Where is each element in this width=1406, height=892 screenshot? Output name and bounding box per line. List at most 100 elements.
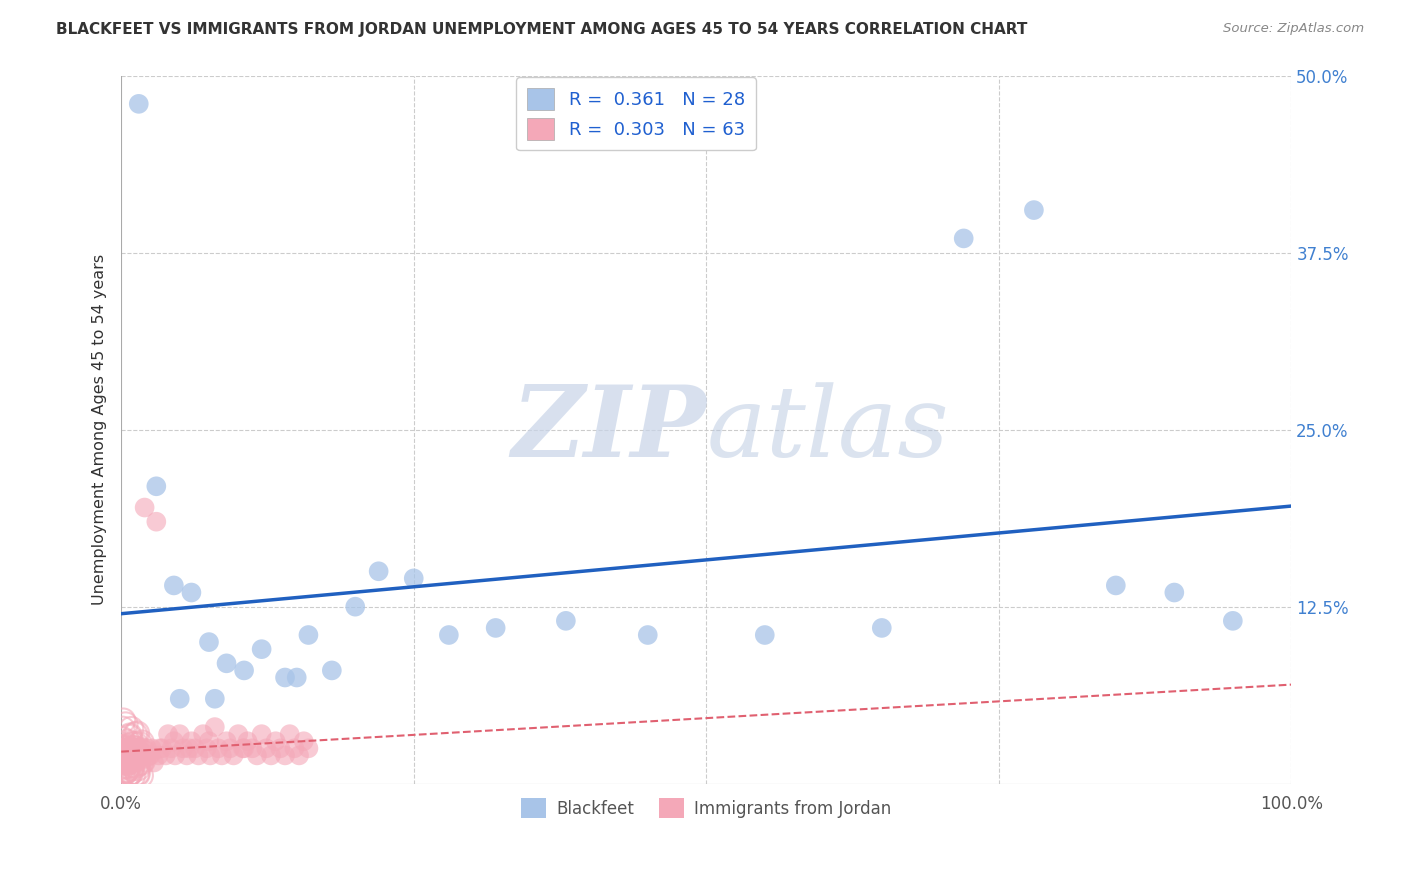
Point [135,756,157,770]
Point [120,722,142,736]
Point [122,746,145,760]
Point [129,748,152,763]
Point [226,727,249,741]
Point [437,628,460,642]
Point [114,753,136,767]
Text: ZIP: ZIP [512,382,706,478]
Point [117,734,139,748]
Point [121,758,143,772]
Point [120,748,142,763]
Point [149,741,172,756]
Point [198,734,221,748]
Point [637,628,659,642]
Point [155,748,177,763]
Point [115,769,138,783]
Point [128,741,150,756]
Point [114,717,136,731]
Point [145,515,167,529]
Point [180,734,202,748]
Point [117,747,139,761]
Point [143,756,166,770]
Point [125,751,148,765]
Point [1163,585,1185,599]
Point [125,737,148,751]
Point [233,741,256,756]
Point [114,764,136,779]
Point [112,748,135,763]
Point [870,621,893,635]
Point [134,500,156,515]
Point [288,748,311,763]
Point [111,740,134,755]
Point [122,745,145,759]
Point [367,564,389,578]
Point [115,750,138,764]
Point [115,744,138,758]
Point [125,745,148,759]
Point [176,748,198,763]
Point [114,759,136,773]
Point [246,748,269,763]
Point [117,756,139,770]
Point [121,756,143,770]
Point [283,741,305,756]
Point [172,741,194,756]
Point [122,748,145,763]
Point [114,741,136,756]
Point [117,747,139,762]
Point [127,741,149,756]
Point [240,741,263,756]
Point [112,754,135,768]
Point [122,741,145,756]
Point [114,739,136,753]
Point [187,748,209,763]
Point [129,768,152,782]
Point [115,745,138,759]
Point [233,664,256,678]
Point [1222,614,1244,628]
Point [131,748,153,763]
Point [150,741,173,756]
Text: Source: ZipAtlas.com: Source: ZipAtlas.com [1223,22,1364,36]
Point [122,747,145,761]
Point [111,746,134,760]
Point [121,738,143,752]
Point [111,760,134,774]
Point [120,766,142,780]
Point [344,599,367,614]
Point [112,756,135,770]
Point [148,748,170,763]
Point [120,742,142,756]
Point [132,748,155,763]
Point [124,741,146,756]
Point [114,764,136,778]
Point [198,635,221,649]
Point [297,741,319,756]
Point [177,741,200,756]
Text: atlas: atlas [706,382,949,477]
Point [250,727,273,741]
Point [124,727,146,741]
Point [157,727,180,741]
Point [138,748,160,763]
Point [111,744,134,758]
Point [215,734,238,748]
Point [125,758,148,772]
Point [222,748,245,763]
Point [124,756,146,770]
Point [117,741,139,756]
Point [118,730,141,744]
Point [121,745,143,759]
Point [321,664,343,678]
Point [191,727,214,741]
Point [127,761,149,775]
Point [111,768,134,782]
Point [127,767,149,781]
Point [111,752,134,766]
Point [128,96,150,111]
Point [131,743,153,757]
Point [195,741,218,756]
Point [292,734,315,748]
Point [952,231,974,245]
Point [250,642,273,657]
